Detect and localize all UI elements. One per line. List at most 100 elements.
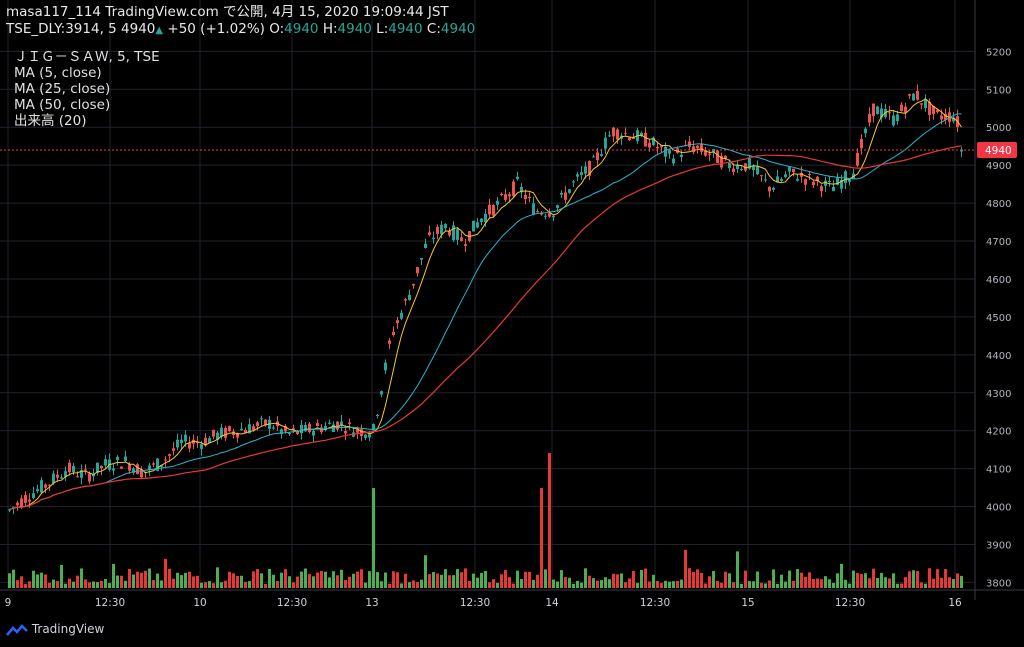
volume-bar	[840, 563, 843, 588]
candle-body	[844, 171, 847, 183]
price-tick-label: 4500	[986, 313, 1011, 324]
candle-body	[388, 340, 391, 344]
candle-body	[720, 155, 723, 168]
time-tick-label: 12:30	[640, 597, 670, 609]
candle-body	[780, 179, 783, 181]
candle-body	[832, 186, 835, 192]
volume-bar	[536, 574, 539, 588]
ma5-line	[9, 98, 962, 510]
candle-body	[52, 473, 55, 484]
volume-bar	[132, 574, 135, 588]
volume-bar	[572, 583, 575, 588]
volume-bar	[872, 568, 875, 588]
candle-body	[220, 427, 223, 437]
volume-bar	[496, 582, 499, 588]
volume-bar	[896, 583, 899, 588]
time-tick-label: 16	[948, 597, 962, 609]
volume-bar	[712, 570, 715, 588]
candle-body	[596, 152, 599, 161]
candle-body	[20, 498, 23, 508]
volume-bar	[772, 569, 775, 588]
volume-bar	[288, 576, 291, 588]
high-value: 4940	[337, 21, 372, 37]
candle-body	[300, 424, 303, 434]
volume-bar	[412, 580, 415, 588]
low-label: L:	[376, 21, 389, 37]
volume-bar	[820, 579, 823, 588]
candle-body	[600, 154, 603, 156]
candle-body	[932, 106, 935, 114]
candle-body	[248, 424, 251, 434]
volume-bar	[448, 575, 451, 588]
candle-body	[592, 156, 595, 158]
volume-bar	[632, 570, 635, 588]
candle-body	[60, 477, 63, 479]
candle-body	[396, 320, 399, 323]
volume-bar	[468, 580, 471, 588]
candle-body	[668, 149, 671, 154]
volume-bar	[8, 573, 11, 588]
legend-ma25[interactable]: MA (25, close)	[14, 81, 111, 97]
volume-bar	[140, 572, 143, 588]
candle-body	[464, 244, 467, 246]
volume-bar	[936, 569, 939, 588]
volume-bar	[504, 570, 507, 588]
price-tick-label: 4600	[986, 275, 1011, 286]
footer-brand[interactable]: TradingView	[6, 622, 104, 637]
volume-bar	[780, 574, 783, 588]
time-tick-label: 12:30	[835, 597, 865, 609]
volume-bar	[800, 572, 803, 588]
volume-bar	[916, 571, 919, 588]
volume-bar	[252, 571, 255, 588]
candle-body	[156, 458, 159, 471]
volume-bar	[164, 558, 167, 588]
volume-bar	[624, 582, 627, 588]
candle-body	[588, 161, 591, 176]
volume-bar	[464, 568, 467, 588]
volume-bar	[40, 572, 43, 588]
candle-body	[488, 204, 491, 215]
volume-bar	[672, 581, 675, 588]
candle-body	[312, 430, 315, 436]
candlesticks	[8, 84, 963, 515]
candle-body	[244, 430, 247, 433]
candle-body	[296, 430, 299, 435]
candle-body	[540, 212, 543, 215]
volume-bar	[956, 573, 959, 588]
candle-body	[532, 203, 535, 215]
candle-body	[828, 181, 831, 183]
legend-ma5[interactable]: MA (5, close)	[14, 65, 102, 81]
volume-bar	[96, 582, 99, 588]
candle-body	[84, 469, 87, 471]
volume-bar	[912, 570, 915, 588]
legend-ma50[interactable]: MA (50, close)	[14, 97, 111, 113]
volume-bar	[28, 581, 31, 588]
volume-bar	[488, 582, 491, 588]
volume-bar	[576, 580, 579, 588]
price-tick-label: 3900	[986, 540, 1011, 551]
candle-body	[700, 143, 703, 152]
candle-body	[892, 115, 895, 126]
candle-body	[364, 434, 367, 439]
candle-body	[420, 257, 423, 260]
volume-bar	[676, 580, 679, 588]
legend-volume[interactable]: 出来高 (20)	[14, 113, 87, 129]
candle-body	[808, 173, 811, 175]
volume-bar	[884, 577, 887, 588]
candle-body	[196, 442, 199, 444]
volume-bar	[348, 576, 351, 588]
candle-body	[692, 146, 695, 153]
candle-body	[604, 137, 607, 149]
legend-title[interactable]: ＪＩＧ－ＳＡＷ, 5, TSE	[14, 49, 160, 65]
volume-bar	[688, 568, 691, 588]
candle-body	[392, 331, 395, 335]
candle-body	[412, 283, 415, 286]
candle-body	[280, 429, 283, 434]
volume-bar	[552, 579, 555, 588]
volume-bar	[736, 551, 739, 588]
candle-body	[80, 470, 83, 478]
volume-bar	[724, 571, 727, 588]
volume-bar	[240, 575, 243, 588]
candle-body	[840, 180, 843, 189]
